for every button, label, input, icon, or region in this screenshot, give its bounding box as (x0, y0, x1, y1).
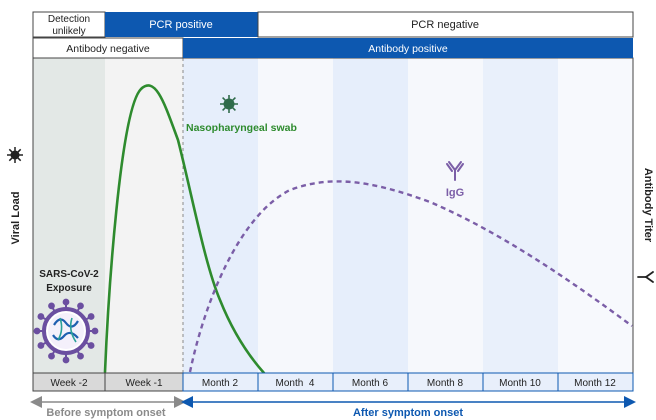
exposure-label-line2: Exposure (46, 283, 92, 294)
band-month-8 (408, 58, 483, 373)
swab-virus-icon (220, 95, 238, 113)
timeline: Week -2 Week -1 Month 2 Month 4 Month 6 … (32, 372, 634, 392)
virus-spike (62, 356, 70, 364)
timeline-cell-month-12 (557, 372, 634, 392)
timeline-label-week-1: Week -1 (125, 378, 162, 389)
band-week-1 (105, 58, 183, 373)
detection-unlikely-line1: Detection (48, 14, 90, 25)
exposure-label-line1: SARS-CoV-2 (39, 269, 99, 280)
virus-spike (48, 302, 55, 310)
pcr-positive-box (105, 12, 258, 37)
virus-spike (48, 352, 55, 360)
timeline-label-month-8: Month 8 (427, 378, 464, 389)
timeline-label-month-6: Month 6 (352, 378, 389, 389)
virus-spike (87, 313, 95, 320)
band-month-12 (558, 58, 633, 373)
virus-spike (37, 342, 45, 349)
timeline-label-month-2: Month 2 (202, 378, 239, 389)
timeline-label-month-4: Month 4 (276, 378, 315, 389)
virus-spike (33, 327, 41, 335)
virus-spike (77, 352, 84, 360)
coronavirus-icon (33, 298, 99, 364)
pcr-negative-label: PCR negative (411, 19, 479, 31)
antibody-positive-box (183, 38, 633, 58)
igg-label: IgG (446, 187, 464, 199)
band-month-4 (258, 58, 333, 373)
virus-spike (62, 298, 70, 306)
band-month-6 (333, 58, 408, 373)
right-antibody-icon (637, 271, 654, 283)
viral-load-axis-label: Viral Load (10, 192, 22, 245)
swab-label: Nasopharyngeal swab (186, 122, 297, 134)
antibody-titer-axis-label: Antibody Titer (642, 168, 654, 243)
igg-curve (188, 180, 633, 373)
left-sun-virus-icon (7, 147, 23, 163)
viral-load-curve (103, 84, 266, 375)
igg-antibody-icon (446, 161, 464, 181)
virus-spike (37, 313, 45, 320)
antibody-negative-label: Antibody negative (66, 43, 150, 55)
timeline-label-month-10: Month 10 (499, 378, 541, 389)
band-month-2 (183, 58, 258, 373)
pcr-negative-box (257, 11, 634, 38)
after-onset-label: After symptom onset (353, 407, 463, 419)
band-month-10 (483, 58, 558, 373)
detection-unlikely-line2: unlikely (52, 26, 85, 37)
timeline-label-month-12: Month 12 (574, 378, 616, 389)
virus-spike (91, 327, 99, 335)
pcr-positive-label: PCR positive (149, 19, 213, 31)
timeline-label-week-2: Week -2 (50, 378, 87, 389)
virus-spike (87, 342, 95, 349)
virus-spike (77, 302, 84, 310)
before-onset-label: Before symptom onset (46, 407, 166, 419)
antibody-positive-label: Antibody positive (368, 43, 448, 55)
